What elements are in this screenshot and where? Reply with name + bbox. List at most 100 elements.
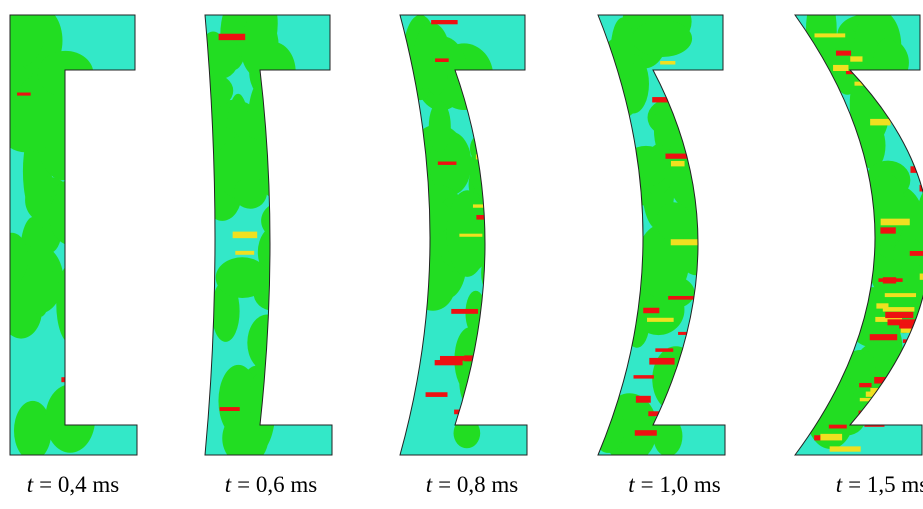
damage-band — [885, 312, 913, 318]
damage-band — [814, 33, 845, 37]
damage-band — [687, 343, 713, 348]
damage-band — [435, 58, 449, 62]
damage-band — [678, 111, 693, 114]
green-zone — [469, 136, 522, 203]
damage-band — [634, 375, 654, 378]
damage-band — [829, 425, 847, 429]
green-zone — [632, 20, 692, 57]
damage-band — [882, 80, 901, 83]
green-zone — [656, 202, 691, 241]
damage-band — [888, 319, 918, 325]
green-zone — [429, 101, 451, 152]
damage-band — [649, 358, 674, 365]
damage-band — [659, 74, 684, 78]
time-value: = 0,8 ms — [438, 472, 518, 497]
damage-band — [220, 407, 240, 411]
damage-band — [435, 360, 463, 365]
green-zone — [850, 62, 891, 146]
green-zone — [200, 34, 239, 79]
green-zone — [29, 227, 53, 316]
damage-band — [899, 324, 912, 328]
damage-band — [476, 363, 493, 367]
damage-band — [891, 386, 919, 392]
damage-band — [870, 119, 891, 126]
damage-band — [648, 411, 665, 416]
damage-band — [688, 327, 707, 333]
green-zone — [887, 74, 908, 125]
damage-band — [476, 154, 497, 159]
green-zone — [873, 38, 902, 89]
damage-band — [883, 277, 896, 283]
damage-band — [459, 234, 482, 237]
time-value: = 0,6 ms — [237, 472, 317, 497]
green-zone — [653, 416, 682, 457]
damage-band — [699, 294, 731, 298]
damage-band — [451, 309, 478, 314]
time-value: = 1,5 ms — [848, 472, 923, 497]
figure: t= 0,4 mst= 0,6 mst= 0,8 mst= 1,0 mst= 1… — [0, 0, 923, 509]
green-zone — [867, 173, 906, 247]
damage-band — [870, 388, 892, 392]
damage-band — [219, 34, 246, 40]
time-symbol: t — [27, 472, 33, 497]
damage-band — [647, 318, 674, 322]
damage-band — [473, 204, 500, 207]
green-zone — [216, 257, 269, 298]
green-zone — [234, 177, 267, 209]
caption: t= 0,6 ms — [191, 472, 351, 498]
damage-band — [61, 377, 76, 382]
green-zone — [249, 373, 271, 425]
green-zone — [611, 18, 635, 83]
specimen — [400, 15, 527, 455]
green-zone — [695, 131, 716, 162]
green-zone — [222, 412, 268, 465]
damage-band — [850, 56, 862, 61]
green-zone — [60, 71, 98, 115]
green-zone — [49, 187, 92, 245]
green-zone — [425, 50, 447, 95]
green-zone — [454, 418, 481, 448]
caption: t = 1,0 ms — [595, 472, 755, 498]
green-zone — [261, 201, 307, 240]
damage-band — [636, 396, 651, 403]
green-zone — [622, 146, 669, 187]
damage-band — [846, 71, 864, 74]
damage-band — [671, 161, 685, 166]
damage-band — [880, 227, 895, 233]
green-zone — [447, 190, 488, 277]
time-value: = 1,0 ms — [641, 472, 721, 497]
damage-band — [635, 430, 657, 436]
green-zone — [45, 384, 95, 452]
damage-band — [678, 332, 710, 335]
damage-band — [235, 251, 254, 255]
caption: t= 0,4 ms — [0, 472, 153, 498]
green-zone — [483, 241, 504, 290]
damage-band — [874, 410, 887, 415]
damage-band — [655, 348, 673, 351]
damage-band — [820, 434, 842, 441]
green-zone — [14, 401, 52, 461]
green-zone — [38, 51, 94, 97]
damage-band — [233, 232, 258, 239]
damage-band — [885, 293, 916, 297]
damage-band — [883, 395, 903, 401]
green-zone — [67, 109, 87, 161]
damage-band — [643, 308, 659, 313]
green-zone — [481, 247, 512, 298]
green-zone — [652, 346, 699, 412]
damage-band — [438, 162, 457, 165]
damage-band — [870, 334, 897, 340]
time-symbol: t — [426, 472, 432, 497]
damage-band — [676, 368, 697, 373]
damage-band — [881, 219, 910, 226]
damage-band — [866, 392, 894, 397]
time-symbol: t — [836, 472, 842, 497]
damage-band — [859, 383, 871, 387]
damage-band — [476, 215, 489, 220]
damage-band — [671, 239, 699, 245]
panels — [0, 0, 923, 465]
green-zone — [410, 259, 455, 311]
specimen — [0, 0, 137, 461]
time-symbol: t — [628, 472, 634, 497]
green-zone — [56, 264, 85, 344]
